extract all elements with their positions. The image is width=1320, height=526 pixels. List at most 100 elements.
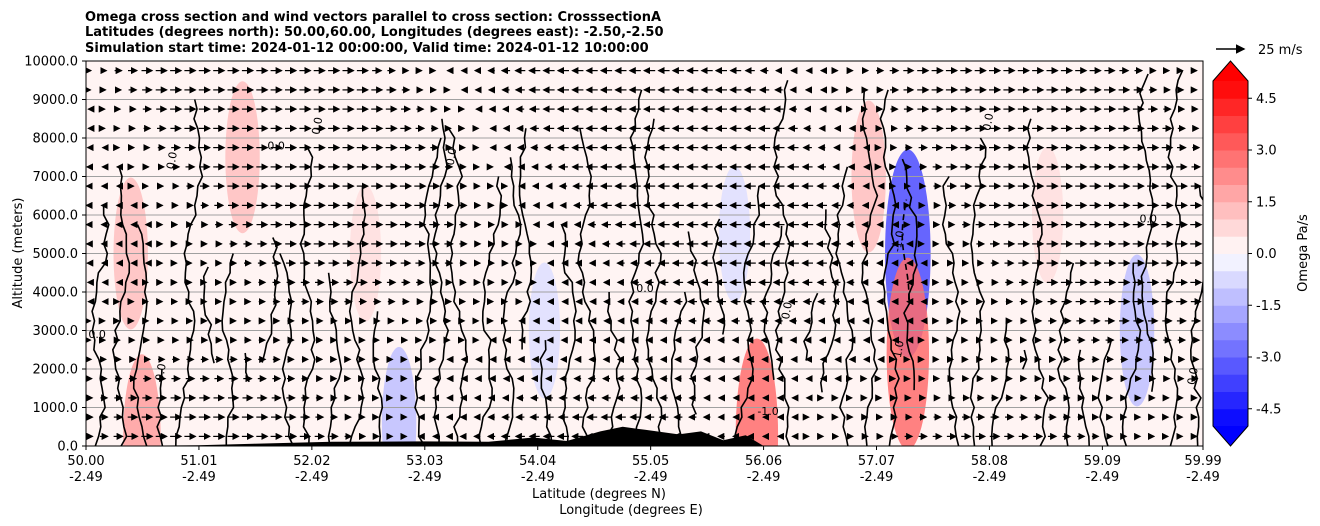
x-tick-lat-4: 54.04 <box>519 454 556 469</box>
figure-title: Omega cross section and wind vectors par… <box>85 10 664 56</box>
colorbar-band-17 <box>1213 115 1248 134</box>
colorbar-frame <box>1212 60 1249 447</box>
y-axis: 0.0 1000.0 2000.0 3000.0 4000.0 5000.0 6000.0 7… <box>24 55 86 455</box>
y-tick-label-4: 4000.0 <box>33 286 79 301</box>
plot-area: 0.0 0.0 0.0 0.0 0.0 0.0 0.0 0.0 0.0 0.0 -1.0 1.0 -1.… <box>85 60 1204 447</box>
colorbar-extend-low <box>1213 426 1248 446</box>
contour-line-32 <box>773 80 791 446</box>
x-tick-lat-7: 57.07 <box>858 454 895 469</box>
y-tick-label-7: 7000.0 <box>33 170 79 185</box>
contour-line-29 <box>712 218 726 335</box>
omega-region-4 <box>718 166 751 303</box>
colorbar-band-8 <box>1213 270 1248 289</box>
omega-colorbar <box>1212 60 1249 447</box>
colorbar-label: Omega Pa/s <box>1296 214 1311 292</box>
title-line-1: Omega cross section and wind vectors par… <box>85 10 661 25</box>
contour-line-50 <box>1164 70 1184 446</box>
contour-label-13: 0.0 <box>1185 366 1201 385</box>
x-tick-lon-6: -2.49 <box>747 470 781 485</box>
colorbar-band-19 <box>1213 81 1248 99</box>
x-tick-lat-8: 58.08 <box>971 454 1008 469</box>
colorbar-tick-label-2: -1.5 <box>1256 299 1281 314</box>
y-tick-label-1: 1000.0 <box>33 401 79 416</box>
contour-label-7: 0.0 <box>779 301 795 320</box>
x-tick-lon-1: -2.49 <box>182 470 216 485</box>
colorbar-band-11 <box>1213 219 1248 237</box>
contour-label-9: 0.0 <box>1139 213 1157 226</box>
colorbar-band-4 <box>1213 339 1248 358</box>
contour-label-2: 0.0 <box>164 151 180 170</box>
x-axis: 50.00-2.4951.01-2.4952.02-2.4953.03-2.49… <box>67 446 1222 485</box>
contour-line-33 <box>803 292 819 361</box>
y-tick-label-10: 10000.0 <box>24 55 78 70</box>
contour-line-38 <box>901 158 918 391</box>
colorbar-band-2 <box>1213 374 1248 392</box>
x-tick-lat-2: 52.02 <box>293 454 330 469</box>
colorbar-band-14 <box>1213 167 1248 185</box>
contour-line-16 <box>432 118 450 446</box>
colorbar-band-1 <box>1213 391 1248 410</box>
x-tick-lon-4: -2.49 <box>521 470 555 485</box>
colorbar-tick-label-4: 1.5 <box>1256 195 1277 210</box>
contour-line-47 <box>1097 339 1113 446</box>
y-tick-label-2: 2000.0 <box>33 363 79 378</box>
title-line-2: Latitudes (degrees north): 50.00,60.00, … <box>85 25 664 40</box>
x-tick-lat-3: 53.03 <box>406 454 443 469</box>
x-tick-lat-5: 55.05 <box>632 454 669 469</box>
contour-line-51 <box>1189 186 1203 446</box>
x-tick-lon-9: -2.49 <box>1086 470 1120 485</box>
colorbar-band-10 <box>1213 236 1248 254</box>
contour-line-23 <box>577 128 597 446</box>
contour-label-1: 0.0 <box>153 362 169 381</box>
colorbar-ticks: -4.5 -3.0 -1.5 0.0 1.5 3.0 4.5 <box>1248 92 1281 417</box>
contour-line-35 <box>835 166 854 446</box>
colorbar-band-5 <box>1213 322 1248 341</box>
x-tick-lat-1: 51.01 <box>180 454 217 469</box>
wind-key-label: 25 m/s <box>1258 43 1303 58</box>
colorbar-band-18 <box>1213 98 1248 116</box>
colorbar-band-9 <box>1213 253 1248 272</box>
colorbar-band-0 <box>1213 408 1248 427</box>
colorbar-tick-label-5: 3.0 <box>1256 144 1277 159</box>
x-axis-label-latitude: Latitude (degrees N) <box>532 487 666 502</box>
y-tick-label-9: 9000.0 <box>33 93 79 108</box>
contour-label-3: 0.0 <box>267 140 285 153</box>
contour-line-6 <box>221 253 235 446</box>
x-tick-lat-9: 59.09 <box>1084 454 1121 469</box>
contour-line-37 <box>879 89 900 446</box>
contour-line-21 <box>539 340 553 446</box>
contour-label-6: 0.0 <box>636 282 654 295</box>
contour-line-13 <box>372 311 384 446</box>
y-tick-label-3: 3000.0 <box>33 324 79 339</box>
x-tick-lat-6: 56.06 <box>745 454 782 469</box>
contour-line-42 <box>990 320 1010 446</box>
contour-label-4: 0.0 <box>309 116 325 135</box>
contour-labels: 0.0 0.0 0.0 0.0 0.0 0.0 0.0 0.0 0.0 0.0 -1.0 1.0 -1.… <box>88 112 1200 418</box>
colorbar-band-12 <box>1213 201 1248 220</box>
colorbar-band-16 <box>1213 132 1248 151</box>
contour-label-8: 0.0 <box>980 112 996 131</box>
y-axis-label: Altitude (meters) <box>11 198 26 309</box>
contour-line-17 <box>447 127 469 446</box>
y-tick-label-0: 0.0 <box>57 440 78 455</box>
contour-label-5: 0.0 <box>444 147 460 166</box>
colorbar-tick-label-3: 0.0 <box>1256 247 1277 262</box>
x-tick-lon-2: -2.49 <box>295 470 329 485</box>
contour-label-12: -1.0 <box>757 405 778 418</box>
contour-line-41 <box>969 137 987 446</box>
colorbar-tick-label-0: -4.5 <box>1256 402 1281 417</box>
colorbar-band-15 <box>1213 150 1248 168</box>
colorbar-band-7 <box>1213 288 1248 306</box>
contour-line-30 <box>733 185 761 446</box>
y-tick-label-5: 5000.0 <box>33 247 79 262</box>
wind-vector-key: 25 m/s <box>1216 43 1303 58</box>
terrain-profile <box>86 426 1203 446</box>
contour-label-11: 1.0 <box>891 339 907 358</box>
x-tick-lon-0: -2.49 <box>69 470 103 485</box>
x-axis-label-longitude: Longitude (degrees E) <box>559 503 703 518</box>
x-tick-lat-10: 59.99 <box>1184 454 1221 469</box>
contour-line-4 <box>175 99 204 446</box>
colorbar-band-6 <box>1213 305 1248 323</box>
omega-region-1 <box>225 81 260 234</box>
